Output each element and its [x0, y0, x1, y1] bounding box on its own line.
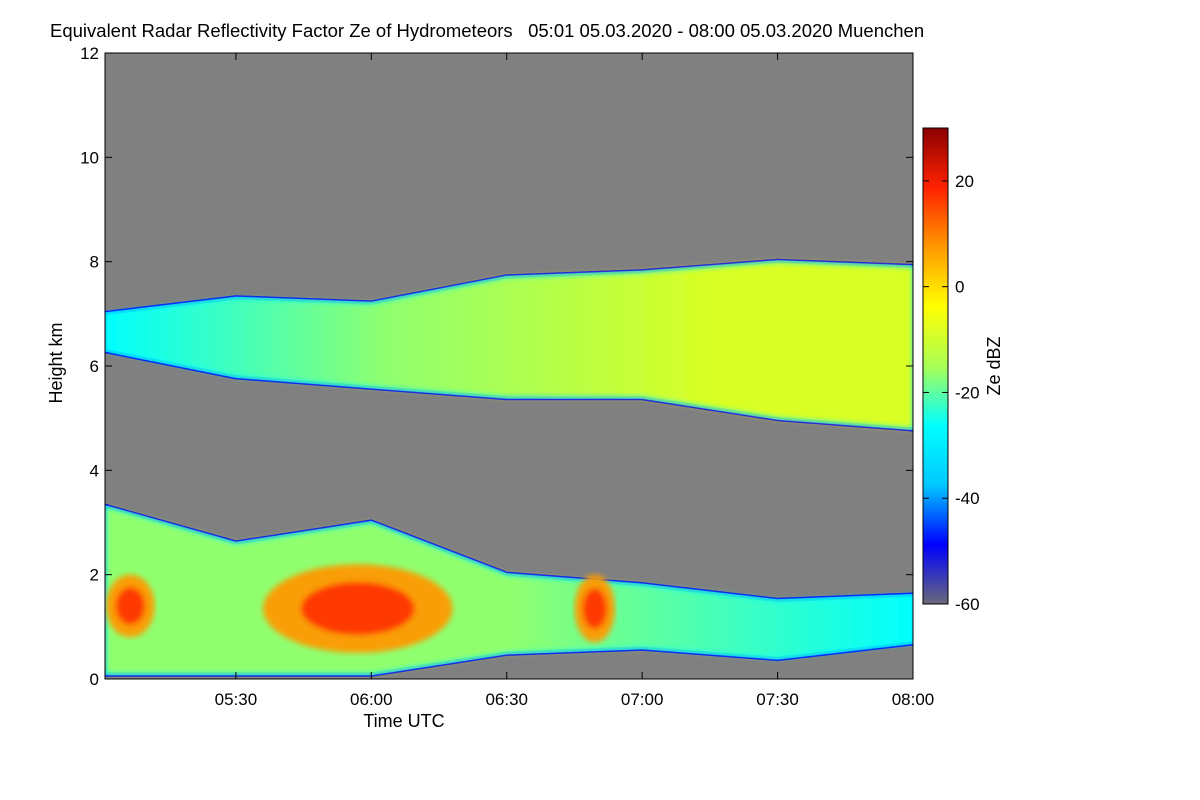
x-axis-label: Time UTC — [363, 711, 444, 731]
axes: 0 2 4 6 8 10 12 05:30 06:00 06:30 07:00 07:30 08:00 T… — [46, 44, 934, 731]
colorbar-tick-label: 0 — [955, 278, 964, 297]
chart-title: Equivalent Radar Reflectivity Factor Ze … — [50, 20, 925, 41]
intense-echo-1 — [105, 574, 155, 638]
y-tick-label: 12 — [80, 44, 99, 63]
colorbar-tick-label: 20 — [955, 172, 974, 191]
x-tick-label: 06:30 — [485, 690, 528, 709]
y-tick-label: 2 — [90, 566, 99, 585]
intense-echo-2-inner — [300, 581, 415, 636]
x-tick-label: 05:30 — [215, 690, 258, 709]
y-tick-label: 4 — [90, 461, 99, 480]
echo-layers — [105, 258, 913, 677]
y-tick-label: 8 — [90, 253, 99, 272]
y-axis-label: Height km — [46, 322, 66, 403]
cloud-layer-upper-core — [105, 261, 913, 429]
colorbar-tick-label: -60 — [955, 595, 980, 614]
colorbar-tick-label: -40 — [955, 489, 980, 508]
colorbar-tick-label: -20 — [955, 383, 980, 402]
intense-echo-3 — [574, 574, 616, 643]
y-tick-label: 0 — [90, 670, 99, 689]
intense-echo-3-inner — [582, 588, 607, 629]
colorbar-scale — [922, 127, 949, 605]
y-tick-label: 10 — [80, 148, 99, 167]
x-tick-label: 07:30 — [756, 690, 799, 709]
x-tick-label: 08:00 — [892, 690, 935, 709]
y-tick-label: 6 — [90, 357, 99, 376]
cloud-layer-upper — [105, 258, 913, 432]
intense-echo-1-inner — [115, 587, 145, 625]
x-tick-label: 06:00 — [350, 690, 393, 709]
plot-area — [104, 52, 914, 680]
colorbar-label: Ze dBZ — [984, 336, 1004, 395]
x-tick-label: 07:00 — [621, 690, 664, 709]
intense-echo-2 — [262, 564, 453, 653]
colorbar: 20 0 -20 -40 -60 Ze dBZ — [922, 127, 1004, 614]
